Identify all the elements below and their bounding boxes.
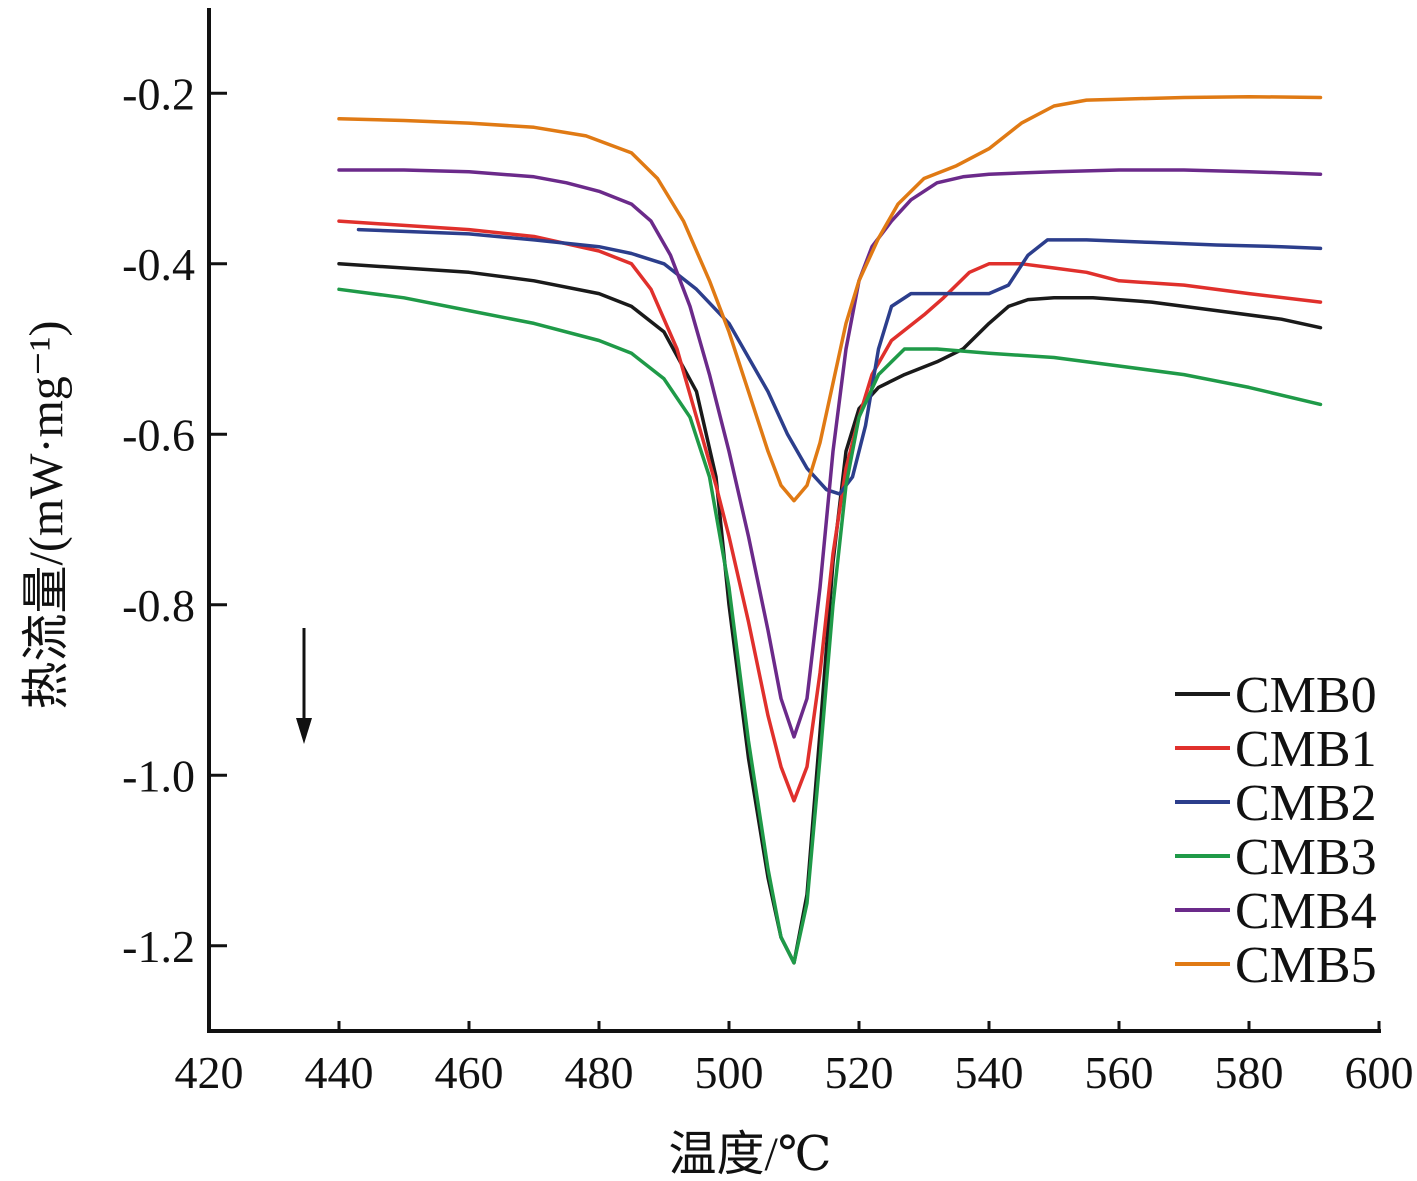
- series-line-cmb4: [337, 168, 1323, 739]
- legend-label-cmb1: CMB1: [1235, 721, 1377, 778]
- legend-label-cmb3: CMB3: [1235, 829, 1377, 886]
- series-line-cmb0: [337, 262, 1323, 965]
- x-tick-label-600: 600: [1345, 1047, 1414, 1098]
- arrow-head-icon: [296, 718, 312, 744]
- x-tick-label-440: 440: [305, 1047, 374, 1098]
- legend-label-cmb0: CMB0: [1235, 667, 1377, 724]
- legend-label-cmb5: CMB5: [1235, 937, 1377, 994]
- y-axis-title: 热流量/(mW·mg⁻¹): [20, 321, 73, 710]
- series-lines: [337, 94, 1323, 965]
- axes: [207, 8, 1381, 1033]
- x-tick-label-520: 520: [825, 1047, 894, 1098]
- x-tick-label-560: 560: [1085, 1047, 1154, 1098]
- x-tick-label-480: 480: [565, 1047, 634, 1098]
- x-tick-label-540: 540: [955, 1047, 1024, 1098]
- tick-labels: 420 440 460 480 500 520 540 560 580 600 -1.2 -1.0 -0…: [122, 68, 1413, 1098]
- x-tick-label-460: 460: [435, 1047, 504, 1098]
- y-tick-label-4: -0.4: [122, 239, 195, 290]
- series-line-cmb1: [337, 219, 1323, 803]
- y-tick-label-2: -0.8: [122, 580, 195, 631]
- y-tick-label-0: -1.2: [122, 921, 195, 972]
- series-line-cmb5: [337, 94, 1323, 503]
- x-tick-label-500: 500: [695, 1047, 764, 1098]
- x-axis-title: 温度/℃: [668, 1128, 831, 1181]
- legend-label-cmb2: CMB2: [1235, 775, 1377, 832]
- direction-arrow: [296, 628, 312, 744]
- x-tick-label-580: 580: [1215, 1047, 1284, 1098]
- series-line-cmb2: [356, 227, 1323, 496]
- y-tick-label-5: -0.2: [122, 68, 195, 119]
- series-line-cmb3: [337, 287, 1323, 965]
- legend-label-cmb4: CMB4: [1235, 883, 1377, 940]
- ticks: [207, 91, 1381, 1031]
- y-tick-label-3: -0.6: [122, 409, 195, 460]
- y-tick-label-1: -1.0: [122, 750, 195, 801]
- x-tick-label-420: 420: [175, 1047, 244, 1098]
